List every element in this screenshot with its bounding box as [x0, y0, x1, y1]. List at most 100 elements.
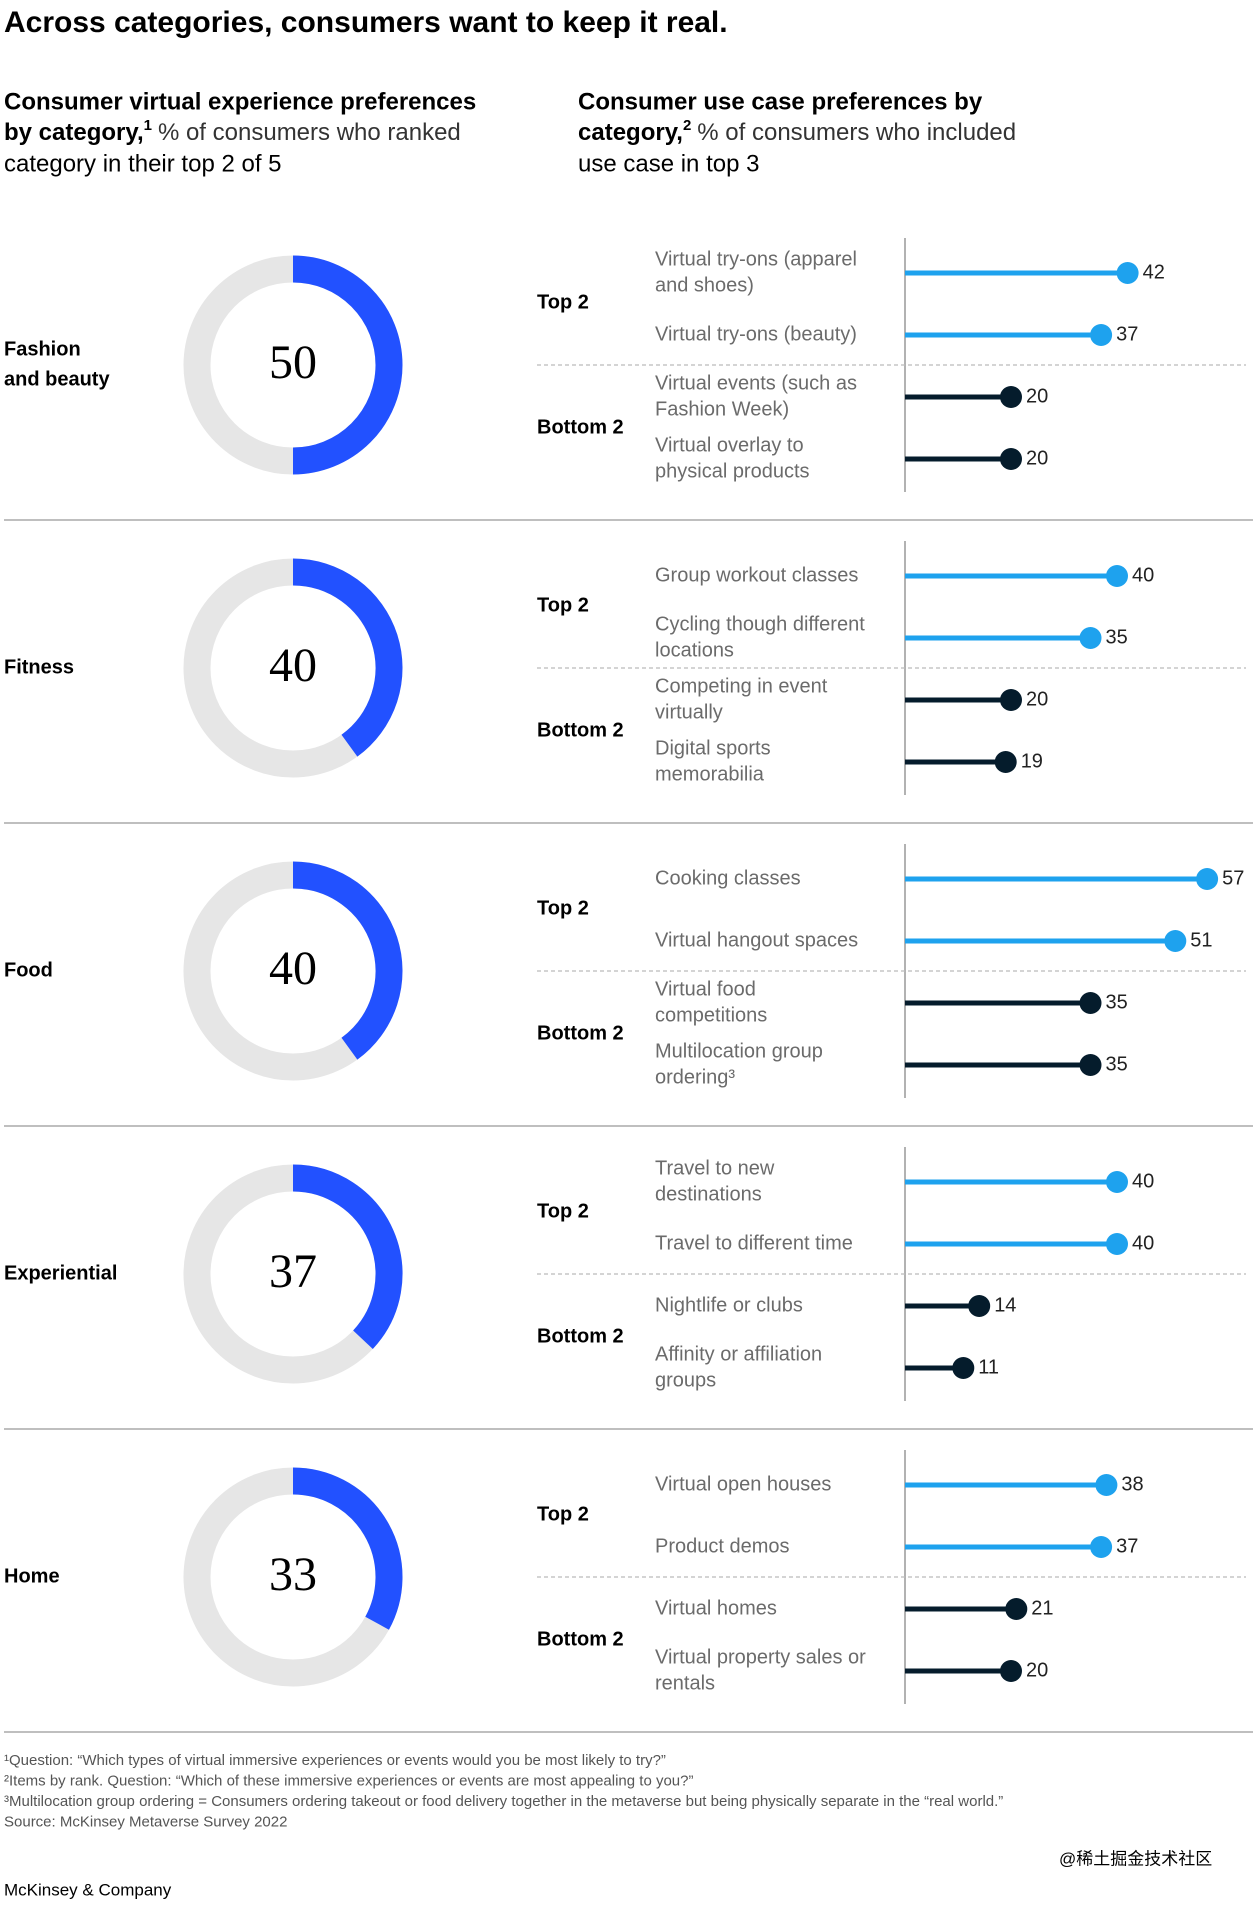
category-label: and beauty: [4, 368, 110, 390]
heading-line: category,2 % of consumers who included: [578, 117, 1016, 146]
title: Across categories, consumers want to kee…: [4, 6, 728, 39]
lollipop-dot: [1079, 992, 1102, 1014]
use-case-label: Virtual hangout spaces: [655, 929, 858, 951]
value-label: 40: [1132, 1232, 1154, 1254]
group-name: Bottom 2: [537, 416, 624, 438]
use-case-label: Digital sports: [655, 737, 771, 759]
heading-bold: category,: [578, 119, 683, 146]
group-name: Bottom 2: [537, 1022, 624, 1044]
watermark: @稀土掘金技术社区: [1059, 1849, 1212, 1868]
lollipop-dot: [1079, 627, 1102, 649]
lollipop-dot: [1090, 324, 1113, 346]
footnote: ²Items by rank. Question: “Which of thes…: [4, 1772, 693, 1789]
heading-sup: 2: [683, 117, 691, 134]
value-label: 37: [1116, 323, 1138, 345]
value-label: 42: [1143, 261, 1165, 283]
group-name: Bottom 2: [537, 719, 624, 741]
lollipop-dot: [1000, 1660, 1022, 1682]
value-label: 35: [1106, 1053, 1128, 1075]
value-label: 35: [1106, 991, 1128, 1013]
heading-bold: Consumer use case preferences by: [578, 88, 983, 115]
value-label: 14: [994, 1294, 1016, 1316]
heading-text: category in their top 2 of 5: [4, 150, 282, 177]
category-label: Home: [4, 1565, 60, 1587]
use-case-label: rentals: [655, 1672, 715, 1694]
footnote: Source: McKinsey Metaverse Survey 2022: [4, 1813, 287, 1830]
use-case-label: Virtual property sales or: [655, 1646, 866, 1668]
lollipop-dot: [1164, 930, 1187, 952]
use-case-label: virtually: [655, 701, 723, 723]
use-case-label: ordering³: [655, 1066, 735, 1088]
heading-text: % of consumers who included: [697, 119, 1016, 146]
donut-arc: [292, 1164, 403, 1349]
heading-text: use case in top 3: [578, 150, 759, 177]
donut-arc: [292, 558, 403, 757]
lollipop-dot: [1106, 565, 1128, 587]
lollipop-dot: [1095, 1474, 1118, 1496]
group-name: Bottom 2: [537, 1325, 624, 1347]
use-case-label: Virtual events (such as: [655, 372, 857, 394]
lollipop-dot: [1090, 1536, 1113, 1558]
group-name: Top 2: [537, 1200, 589, 1222]
use-case-label: Fashion Week): [655, 398, 789, 420]
value-label: 38: [1121, 1473, 1143, 1495]
value-label: 57: [1222, 867, 1244, 889]
use-case-label: Travel to new: [655, 1157, 775, 1179]
value-label: 19: [1021, 750, 1043, 772]
value-label: 21: [1031, 1597, 1053, 1619]
use-case-label: Product demos: [655, 1535, 790, 1557]
value-label: 40: [1132, 564, 1154, 586]
use-case-label: Group workout classes: [655, 564, 858, 586]
value-label: 20: [1026, 1659, 1048, 1681]
use-case-label: locations: [655, 639, 734, 661]
value-label: 11: [978, 1356, 999, 1378]
category-label: Food: [4, 959, 53, 981]
donut-arc: [292, 255, 403, 475]
category-label: Fashion: [4, 338, 81, 360]
use-case-label: Virtual try-ons (beauty): [655, 323, 857, 345]
footnote: ¹Question: “Which types of virtual immer…: [4, 1752, 666, 1769]
use-case-label: groups: [655, 1369, 716, 1391]
use-case-label: Nightlife or clubs: [655, 1294, 803, 1316]
use-case-label: Virtual overlay to: [655, 434, 804, 456]
use-case-label: destinations: [655, 1183, 762, 1205]
use-case-label: and shoes): [655, 274, 754, 296]
heading-sup: 1: [144, 117, 152, 134]
donut-arc: [292, 1467, 403, 1630]
brand: McKinsey & Company: [4, 1880, 172, 1899]
donut-value: 37: [269, 1245, 317, 1298]
use-case-label: Affinity or affiliation: [655, 1343, 822, 1365]
donut-value: 40: [269, 942, 317, 995]
lollipop-dot: [1000, 448, 1022, 470]
lollipop-dot: [1000, 689, 1022, 711]
donut-value: 33: [269, 1548, 317, 1601]
group-name: Top 2: [537, 594, 589, 616]
heading-line: by category,1 % of consumers who ranked: [4, 117, 461, 146]
group-name: Top 2: [537, 291, 589, 313]
use-case-label: competitions: [655, 1004, 767, 1026]
use-case-label: Virtual food: [655, 978, 756, 1000]
use-case-label: Multilocation group: [655, 1040, 823, 1062]
use-case-label: memorabilia: [655, 763, 765, 785]
heading-bold: by category,: [4, 119, 144, 146]
lollipop-dot: [1106, 1233, 1128, 1255]
lollipop-dot: [968, 1295, 991, 1317]
value-label: 51: [1190, 929, 1212, 951]
lollipop-dot: [1116, 262, 1139, 284]
lollipop-dot: [952, 1357, 975, 1379]
footnote: ³Multilocation group ordering = Consumer…: [4, 1793, 1003, 1810]
value-label: 20: [1026, 447, 1048, 469]
donut-arc: [292, 861, 403, 1060]
category-label: Experiential: [4, 1262, 117, 1284]
group-name: Bottom 2: [537, 1628, 624, 1650]
value-label: 37: [1116, 1535, 1138, 1557]
use-case-label: physical products: [655, 460, 810, 482]
heading-text: % of consumers who ranked: [158, 119, 461, 146]
value-label: 20: [1026, 688, 1048, 710]
donut-value: 50: [269, 336, 317, 389]
use-case-label: Cooking classes: [655, 867, 801, 889]
lollipop-dot: [994, 751, 1017, 773]
use-case-label: Travel to different time: [655, 1232, 853, 1254]
value-label: 35: [1106, 626, 1128, 648]
